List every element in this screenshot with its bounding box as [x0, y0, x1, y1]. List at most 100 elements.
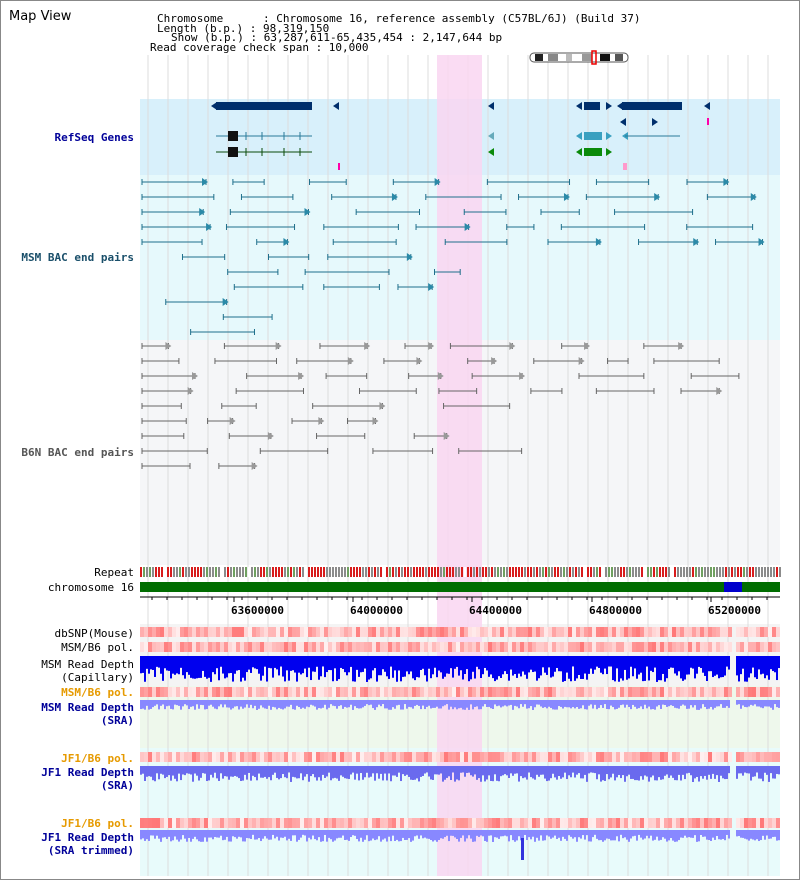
depth-bar: [588, 830, 590, 842]
polymorphism-cell: [384, 687, 388, 697]
repeat-segment: [206, 567, 208, 577]
depth-bar: [264, 766, 266, 777]
polymorphism-cell: [584, 818, 588, 828]
depth-bar: [548, 656, 550, 668]
depth-bar: [260, 700, 262, 706]
depth-bar: [414, 766, 416, 780]
polymorphism-cell: [376, 752, 380, 762]
depth-bar: [634, 700, 636, 707]
polymorphism-cell: [456, 752, 460, 762]
polymorphism-cell: [212, 627, 216, 637]
b6n-bac-label[interactable]: B6N BAC end pairs: [21, 446, 134, 459]
polymorphism-cell: [288, 642, 292, 652]
jf1-pol-label[interactable]: JF1/B6 pol.: [61, 752, 134, 765]
polymorphism-cell: [740, 752, 744, 762]
msm-pol-label[interactable]: MSM/B6 pol.: [61, 641, 134, 654]
depth-bar: [692, 656, 694, 669]
repeat-segment: [701, 567, 703, 577]
depth-bar: [382, 700, 384, 705]
polymorphism-cell: [364, 687, 368, 697]
polymorphism-cell: [304, 687, 308, 697]
depth-bar: [602, 766, 604, 781]
depth-bar: [770, 656, 772, 670]
depth-bar: [402, 830, 404, 838]
jf1-pol-trimmed-label[interactable]: JF1/B6 pol.: [61, 817, 134, 830]
polymorphism-cell: [480, 818, 484, 828]
msm-bac-label[interactable]: MSM BAC end pairs: [21, 251, 134, 264]
repeat-segment: [218, 567, 220, 577]
depth-bar: [384, 700, 386, 709]
polymorphism-cell: [504, 818, 508, 828]
depth-bar: [642, 656, 644, 682]
depth-bar: [436, 766, 438, 775]
depth-bar: [494, 656, 496, 682]
strand-arrow: [434, 178, 441, 186]
msm-pol-sra-label[interactable]: MSM/B6 pol.: [61, 686, 134, 699]
polymorphism-cell: [616, 627, 620, 637]
polymorphism-cell: [564, 687, 568, 697]
polymorphism-cell: [400, 818, 404, 828]
repeat-segment: [749, 567, 751, 577]
repeat-segment: [545, 567, 547, 577]
strand-arrow: [654, 193, 661, 201]
jf1-depth-trimmed-label-1[interactable]: JF1 Read Depth: [41, 831, 134, 844]
depth-bar: [142, 830, 144, 839]
polymorphism-cell: [684, 752, 688, 762]
depth-bar: [478, 656, 480, 670]
depth-bar: [738, 656, 740, 682]
depth-bar: [160, 766, 162, 774]
depth-bar: [652, 830, 654, 841]
polymorphism-cell: [276, 627, 280, 637]
polymorphism-cell: [488, 818, 492, 828]
depth-bar: [302, 656, 304, 674]
polymorphism-cell: [460, 752, 464, 762]
polymorphism-cell: [652, 642, 656, 652]
depth-bar: [568, 700, 570, 708]
polymorphism-cell: [408, 687, 412, 697]
depth-bar: [540, 700, 542, 707]
depth-bar: [170, 766, 172, 781]
polymorphism-cell: [312, 687, 316, 697]
depth-bar: [630, 766, 632, 779]
polymorphism-cell: [444, 642, 448, 652]
polymorphism-cell: [664, 752, 668, 762]
polymorphism-cell: [148, 752, 152, 762]
msm-depth-capillary-label-1[interactable]: MSM Read Depth: [41, 658, 134, 671]
depth-bar: [628, 656, 630, 679]
polymorphism-cell: [440, 687, 444, 697]
depth-bar: [198, 700, 200, 709]
polymorphism-cell: [264, 752, 268, 762]
polymorphism-cell: [196, 627, 200, 637]
polymorphism-cell: [444, 687, 448, 697]
polymorphism-cell: [476, 687, 480, 697]
polymorphism-cell: [196, 752, 200, 762]
depth-bar: [772, 700, 774, 710]
depth-bar: [574, 656, 576, 681]
msm-depth-sra-label-1[interactable]: MSM Read Depth: [41, 701, 134, 714]
depth-bar: [540, 656, 542, 676]
polymorphism-cell: [340, 642, 344, 652]
polymorphism-cell: [724, 752, 728, 762]
refseq-genes-label[interactable]: RefSeq Genes: [54, 131, 134, 144]
jf1-depth-sra-label-1[interactable]: JF1 Read Depth: [41, 766, 134, 779]
strand-arrow: [617, 102, 623, 110]
depth-bar: [286, 700, 288, 707]
depth-bar: [182, 830, 184, 836]
refseq-exon: [584, 148, 602, 156]
polymorphism-cell: [392, 818, 396, 828]
depth-bar: [512, 830, 514, 841]
depth-bar: [694, 766, 696, 779]
polymorphism-cell: [288, 627, 292, 637]
depth-bar: [338, 700, 340, 707]
polymorphism-cell: [436, 642, 440, 652]
depth-bar: [252, 700, 254, 709]
depth-bar: [562, 830, 564, 837]
polymorphism-cell: [292, 687, 296, 697]
depth-bar: [712, 830, 714, 838]
depth-bar: [710, 700, 712, 707]
polymorphism-cell: [504, 627, 508, 637]
depth-bar: [552, 830, 554, 838]
depth-bar: [396, 656, 398, 682]
dbsnp-label[interactable]: dbSNP(Mouse): [54, 627, 134, 640]
